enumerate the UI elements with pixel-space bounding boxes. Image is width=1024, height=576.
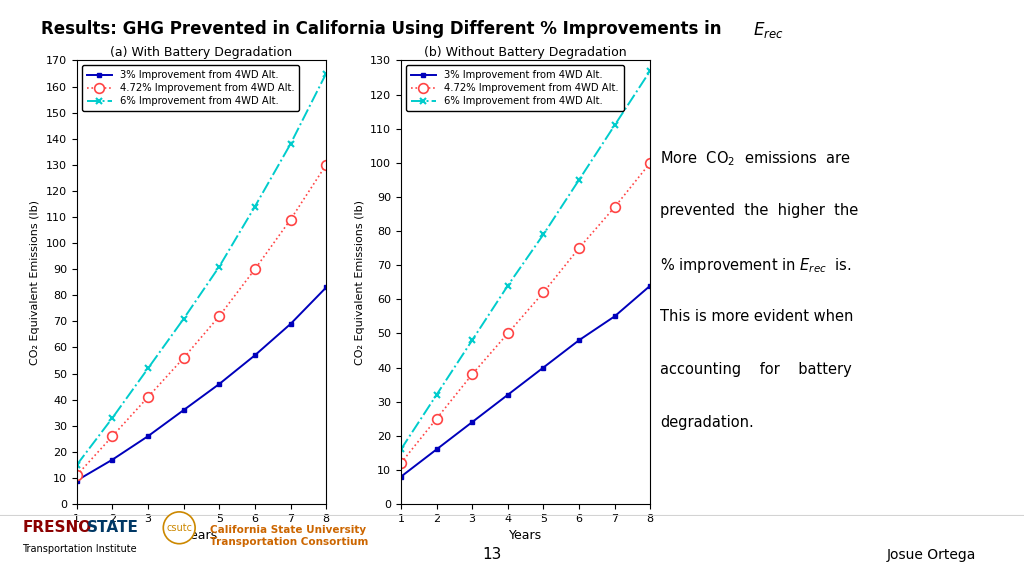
4.72% Improvement from 4WD Alt.: [538, 289, 550, 296]
4.72% Improvement from 4WD Alt.: [430, 415, 442, 422]
3% Improvement from 4WD Alt.: [142, 433, 155, 439]
4.72% Improvement from 4WD Alt.: [644, 160, 656, 166]
Text: FRESNO: FRESNO: [23, 520, 92, 535]
X-axis label: Years: Years: [185, 529, 218, 542]
6% Improvement from 4WD Alt.: [285, 141, 297, 147]
4.72% Improvement from 4WD Alt.: [572, 245, 585, 252]
4.72% Improvement from 4WD Alt.: [319, 161, 332, 168]
Text: prevented  the  higher  the: prevented the higher the: [660, 203, 859, 218]
4.72% Improvement from 4WD Alt.: [213, 313, 225, 320]
Text: % improvement in $\mathit{E}_{rec}$  is.: % improvement in $\mathit{E}_{rec}$ is.: [660, 256, 852, 275]
6% Improvement from 4WD Alt.: [177, 315, 189, 322]
4.72% Improvement from 4WD Alt.: [395, 460, 408, 467]
3% Improvement from 4WD Alt.: [285, 320, 297, 327]
4.72% Improvement from 4WD Alt.: [285, 216, 297, 223]
Text: degradation.: degradation.: [660, 415, 755, 430]
6% Improvement from 4WD Alt.: [572, 176, 585, 183]
X-axis label: Years: Years: [509, 529, 542, 542]
Legend: 3% Improvement from 4WD Alt., 4.72% Improvement from 4WD Alt., 6% Improvement fr: 3% Improvement from 4WD Alt., 4.72% Impr…: [82, 66, 299, 112]
Text: 13: 13: [482, 547, 501, 562]
6% Improvement from 4WD Alt.: [644, 67, 656, 74]
Title: (a) With Battery Degradation: (a) With Battery Degradation: [111, 46, 293, 59]
3% Improvement from 4WD Alt.: [538, 364, 550, 371]
3% Improvement from 4WD Alt.: [319, 284, 332, 291]
6% Improvement from 4WD Alt.: [213, 263, 225, 270]
3% Improvement from 4WD Alt.: [106, 456, 119, 463]
6% Improvement from 4WD Alt.: [430, 391, 442, 398]
Text: STATE: STATE: [87, 520, 139, 535]
3% Improvement from 4WD Alt.: [213, 381, 225, 388]
Text: More  CO$_2$  emissions  are: More CO$_2$ emissions are: [660, 150, 852, 168]
Line: 4.72% Improvement from 4WD Alt.: 4.72% Improvement from 4WD Alt.: [72, 160, 331, 480]
6% Improvement from 4WD Alt.: [71, 461, 83, 468]
3% Improvement from 4WD Alt.: [608, 313, 621, 320]
6% Improvement from 4WD Alt.: [466, 337, 478, 344]
4.72% Improvement from 4WD Alt.: [502, 330, 514, 337]
Text: accounting    for    battery: accounting for battery: [660, 362, 852, 377]
Text: $\mathit{E}_{rec}$: $\mathit{E}_{rec}$: [753, 20, 783, 40]
6% Improvement from 4WD Alt.: [142, 365, 155, 372]
Text: California State University: California State University: [210, 525, 366, 535]
4.72% Improvement from 4WD Alt.: [608, 204, 621, 211]
6% Improvement from 4WD Alt.: [319, 70, 332, 77]
Line: 3% Improvement from 4WD Alt.: 3% Improvement from 4WD Alt.: [398, 283, 652, 479]
Y-axis label: CO₂ Equivalent Emissions (lb): CO₂ Equivalent Emissions (lb): [354, 200, 365, 365]
Text: Results: GHG Prevented in California Using Different % Improvements in: Results: GHG Prevented in California Usi…: [41, 20, 727, 38]
Y-axis label: CO₂ Equivalent Emissions (lb): CO₂ Equivalent Emissions (lb): [31, 200, 40, 365]
3% Improvement from 4WD Alt.: [430, 446, 442, 453]
3% Improvement from 4WD Alt.: [502, 391, 514, 398]
3% Improvement from 4WD Alt.: [71, 477, 83, 484]
6% Improvement from 4WD Alt.: [395, 446, 408, 453]
3% Improvement from 4WD Alt.: [177, 407, 189, 414]
Text: This is more evident when: This is more evident when: [660, 309, 854, 324]
Text: csutc: csutc: [166, 523, 193, 533]
4.72% Improvement from 4WD Alt.: [466, 371, 478, 378]
Line: 6% Improvement from 4WD Alt.: 6% Improvement from 4WD Alt.: [74, 70, 330, 468]
4.72% Improvement from 4WD Alt.: [249, 266, 261, 272]
6% Improvement from 4WD Alt.: [249, 203, 261, 210]
6% Improvement from 4WD Alt.: [608, 122, 621, 129]
6% Improvement from 4WD Alt.: [538, 231, 550, 238]
3% Improvement from 4WD Alt.: [395, 473, 408, 480]
6% Improvement from 4WD Alt.: [106, 415, 119, 422]
Text: Josue Ortega: Josue Ortega: [887, 548, 977, 562]
Line: 4.72% Improvement from 4WD Alt.: 4.72% Improvement from 4WD Alt.: [396, 158, 655, 468]
Legend: 3% Improvement from 4WD Alt., 4.72% Improvement from 4WD Alt., 6% Improvement fr: 3% Improvement from 4WD Alt., 4.72% Impr…: [406, 66, 624, 112]
3% Improvement from 4WD Alt.: [466, 419, 478, 426]
Title: (b) Without Battery Degradation: (b) Without Battery Degradation: [424, 46, 627, 59]
3% Improvement from 4WD Alt.: [572, 337, 585, 344]
4.72% Improvement from 4WD Alt.: [71, 472, 83, 479]
4.72% Improvement from 4WD Alt.: [106, 433, 119, 439]
6% Improvement from 4WD Alt.: [502, 282, 514, 289]
4.72% Improvement from 4WD Alt.: [142, 393, 155, 400]
Line: 6% Improvement from 4WD Alt.: 6% Improvement from 4WD Alt.: [397, 67, 653, 453]
Line: 3% Improvement from 4WD Alt.: 3% Improvement from 4WD Alt.: [75, 285, 329, 483]
3% Improvement from 4WD Alt.: [644, 282, 656, 289]
4.72% Improvement from 4WD Alt.: [177, 354, 189, 361]
Text: Transportation Consortium: Transportation Consortium: [210, 537, 369, 547]
Text: Transportation Institute: Transportation Institute: [23, 544, 137, 554]
3% Improvement from 4WD Alt.: [249, 352, 261, 359]
